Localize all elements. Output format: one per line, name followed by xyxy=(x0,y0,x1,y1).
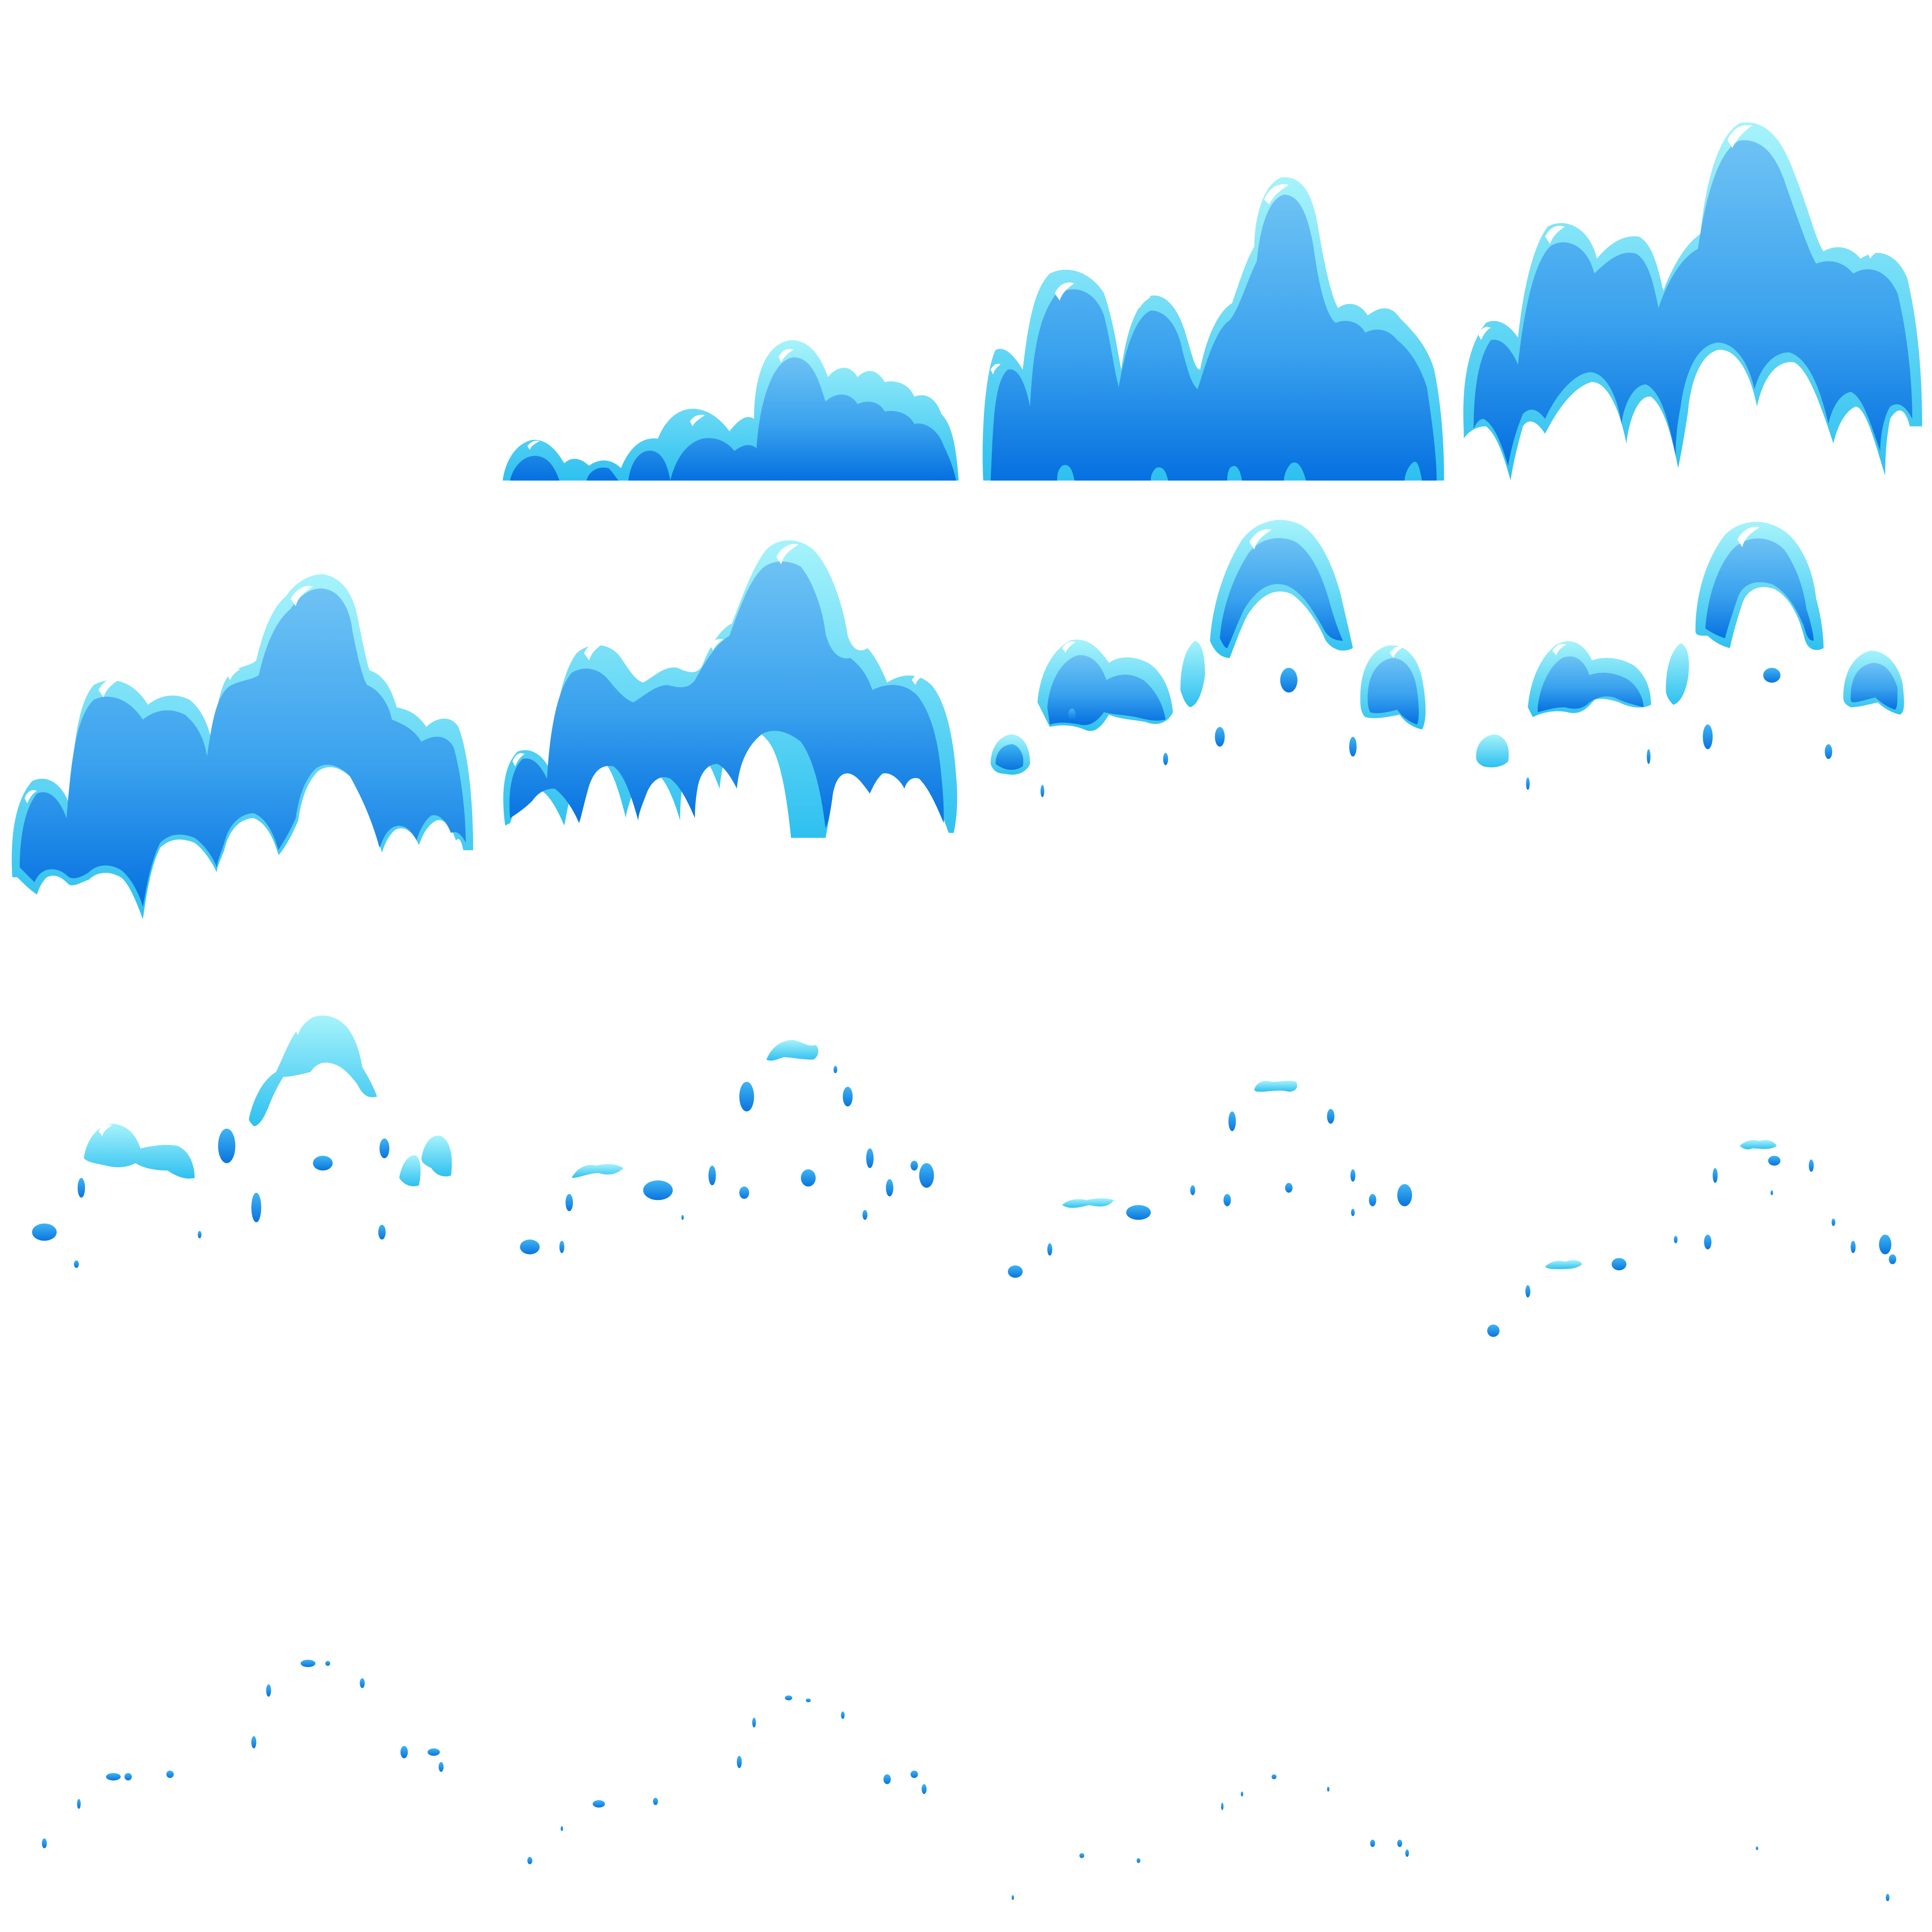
frame-7-splash-break-apart-2 xyxy=(1476,522,1904,790)
frame-14-droplets-fade-3 xyxy=(1011,1774,1409,1900)
frame-11-droplets-scatter-4 xyxy=(1487,1140,1897,1337)
frame-9-droplets-scatter-2 xyxy=(520,1040,934,1255)
frame-12-droplets-fade-1 xyxy=(41,1659,444,1849)
frame-15-droplets-fade-4 xyxy=(1755,1846,1890,1901)
frame-5-splash-collapse-start xyxy=(503,540,958,838)
frame-6-splash-break-apart xyxy=(990,520,1426,797)
frame-10-droplets-scatter-3 xyxy=(1007,1080,1412,1278)
frame-8-droplets-scatter-1 xyxy=(32,1014,452,1268)
frame-2-splash-rise-mid xyxy=(982,177,1444,481)
frame-13-droplets-fade-2 xyxy=(527,1695,927,1865)
frame-1-splash-rise-low xyxy=(502,340,959,481)
frame-3-splash-peak xyxy=(1463,122,1923,481)
frame-4-splash-peak-hollow xyxy=(11,574,474,919)
